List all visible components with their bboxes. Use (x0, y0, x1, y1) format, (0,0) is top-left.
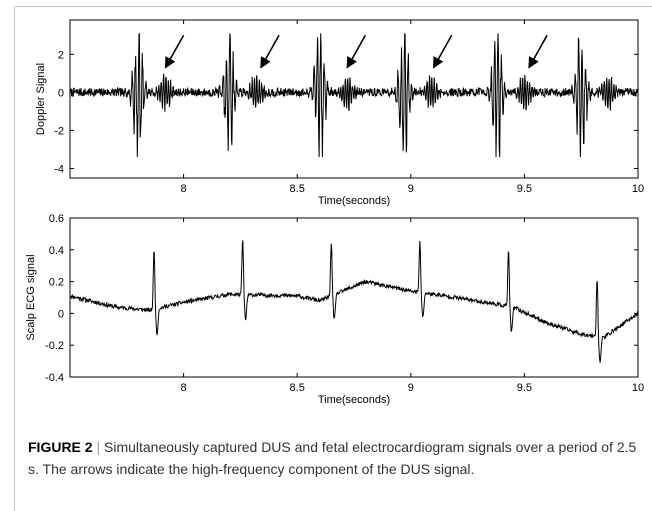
doppler-panel: 8 8.5 9 9.5 10 2 0 -2 -4 Time(seconds) Doppler … (35, 19, 644, 207)
arrow-icon (164, 34, 185, 69)
y-tick-label: 0.6 (49, 213, 64, 225)
doppler-y-ticks: 2 0 -2 -4 (54, 49, 638, 175)
figure-label: FIGURE 2 (28, 439, 93, 455)
figure-caption: FIGURE 2 | Simultaneously captured DUS a… (28, 436, 638, 480)
x-tick-label: 8 (181, 183, 187, 195)
figure-panels: 8 8.5 9 9.5 10 2 0 -2 -4 Time(seconds) Doppler … (25, 19, 644, 406)
x-tick-label: 10 (632, 382, 644, 394)
doppler-y-axis-title: Doppler Signal (35, 63, 47, 135)
y-tick-label: 0.4 (49, 245, 64, 257)
y-tick-label: -2 (54, 125, 64, 137)
ecg-y-ticks: 0.6 0.4 0.2 0 -0.2 -0.4 (45, 213, 638, 384)
doppler-signal-line (69, 33, 639, 158)
x-tick-label: 8.5 (290, 382, 305, 394)
ecg-axes-box (69, 217, 639, 378)
doppler-axes-box (69, 19, 639, 179)
x-tick-label: 9 (408, 183, 414, 195)
ecg-x-ticks: 8 8.5 9 9.5 10 (181, 218, 644, 394)
arrow-icon (260, 34, 280, 69)
y-tick-label: -0.4 (45, 372, 64, 384)
doppler-x-axis-title: Time(seconds) (318, 195, 390, 207)
caption-separator: | (96, 439, 101, 455)
scalp-ecg-signal-line (70, 240, 639, 363)
x-tick-label: 8.5 (290, 183, 305, 195)
y-tick-label: 0.2 (49, 277, 64, 289)
y-tick-label: 2 (58, 49, 64, 61)
ecg-panel: 8 8.5 9 9.5 10 0.6 0.4 0.2 0 -0.2 -0.4 Time(secon… (25, 213, 644, 406)
caption-text: Simultaneously captured DUS and fetal el… (28, 439, 637, 477)
arrow-annotations (164, 34, 548, 69)
arrow-icon (346, 34, 367, 69)
frame-top-border (14, 6, 652, 7)
y-tick-label: -0.2 (45, 340, 64, 352)
x-tick-label: 9 (408, 382, 414, 394)
y-tick-label: 0 (58, 308, 64, 320)
frame-left-border (14, 6, 15, 511)
x-tick-label: 8 (181, 382, 187, 394)
ecg-y-axis-title: Scalp ECG signal (25, 254, 37, 340)
ecg-x-axis-title: Time(seconds) (318, 394, 390, 406)
doppler-x-ticks: 8 8.5 9 9.5 10 (181, 20, 644, 195)
x-tick-label: 9.5 (517, 183, 532, 195)
x-tick-label: 9.5 (517, 382, 532, 394)
arrow-icon (528, 34, 548, 69)
arrow-icon (432, 34, 453, 69)
y-tick-label: 0 (58, 87, 64, 99)
x-tick-label: 10 (632, 183, 644, 195)
y-tick-label: -4 (54, 163, 64, 175)
